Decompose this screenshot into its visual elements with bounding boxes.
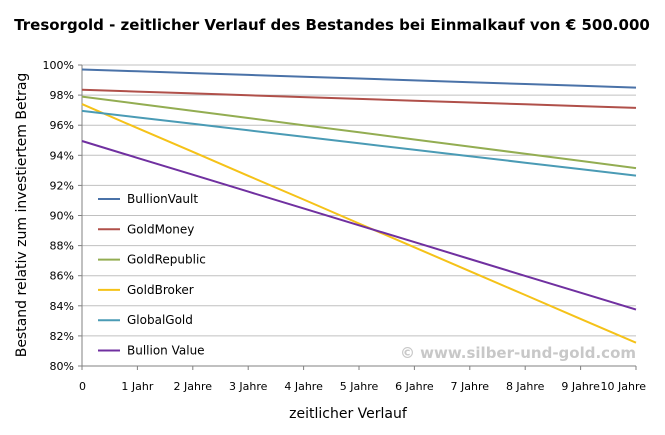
x-tick-label: 1 Jahr (121, 380, 153, 393)
x-tick-label: 9 Jahre (561, 380, 600, 393)
series-line-goldrepublic (81, 95, 637, 170)
x-tick-label: 3 Jahre (229, 380, 268, 393)
y-tick-label: 84% (50, 300, 74, 313)
y-tick-label: 82% (50, 330, 74, 343)
y-tick-label: 98% (50, 89, 74, 102)
y-tick-label: 94% (50, 149, 74, 162)
x-tick-label: 6 Jahre (395, 380, 434, 393)
x-tick-label: 10 Jahre (601, 380, 647, 393)
x-tick-label: 7 Jahre (451, 380, 490, 393)
y-tick-label: 90% (50, 210, 74, 223)
y-tick-label: 92% (50, 179, 74, 192)
legend-label-bullionvault: BullionVault (127, 192, 198, 206)
x-tick-label: 5 Jahre (340, 380, 379, 393)
y-axis-label: Bestand relativ zum investiertem Betrag (14, 73, 30, 358)
y-tick-label: 80% (50, 360, 74, 373)
legend-label-goldmoney: GoldMoney (127, 222, 194, 236)
x-axis-label: zeitlicher Verlauf (289, 406, 408, 422)
y-tick-label: 96% (50, 119, 74, 132)
x-tick-label: 0 (79, 380, 86, 393)
series-lines (81, 68, 637, 344)
y-tick-label: 100% (43, 59, 74, 72)
series-line-bullionvault (81, 68, 637, 89)
legend-label-bullion-value: Bullion Value (127, 344, 205, 358)
copyright-annotation: © www.silber-und-gold.com (400, 344, 636, 362)
chart-title: Tresorgold - zeitlicher Verlauf des Best… (14, 16, 650, 34)
series-line-globalgold (81, 109, 637, 177)
axes: 80% 82% 84% 86% 88% 90% 92% 94% 96% 98% 100% 0 1 Jah… (43, 59, 647, 393)
legend-label-goldrepublic: GoldRepublic (127, 253, 206, 267)
x-tick-label: 4 Jahre (284, 380, 323, 393)
legend: BullionVault GoldMoney GoldRepublic GoldBro… (98, 192, 206, 358)
y-tick-label: 88% (50, 240, 74, 253)
series-line-goldmoney (81, 88, 637, 109)
x-tick-label: 2 Jahre (174, 380, 213, 393)
x-tick-label: 8 Jahre (506, 380, 545, 393)
series-line-goldbroker (81, 103, 637, 344)
legend-label-globalgold: GlobalGold (127, 313, 193, 327)
gridlines (82, 64, 636, 367)
y-tick-label: 86% (50, 270, 74, 283)
legend-label-goldbroker: GoldBroker (127, 283, 194, 297)
series-line-bullion-value (81, 140, 637, 311)
